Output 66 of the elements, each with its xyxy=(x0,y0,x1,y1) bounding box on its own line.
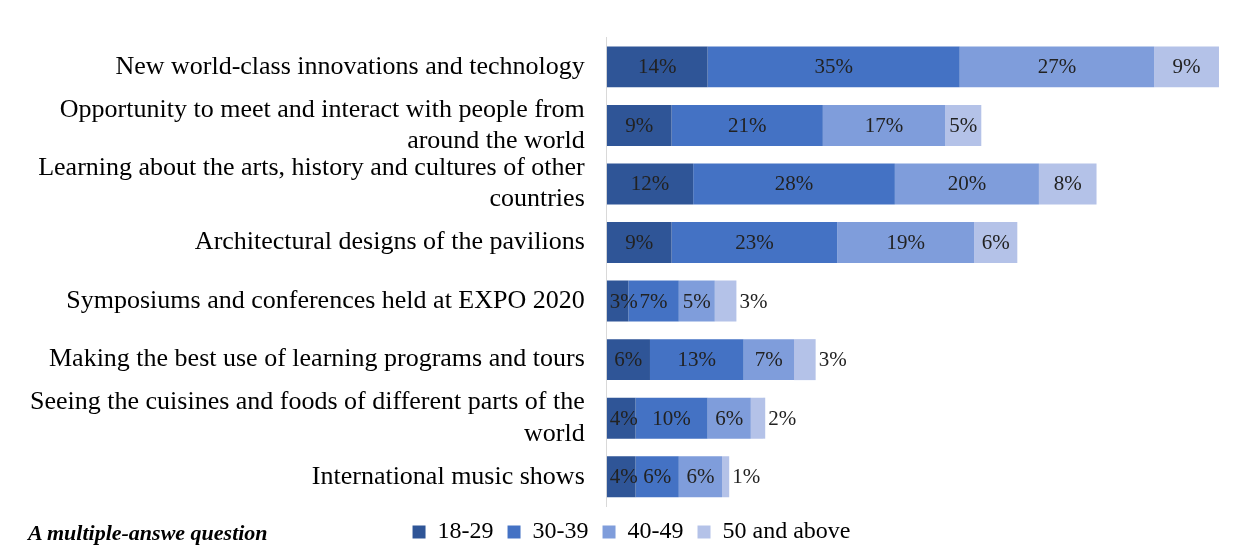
bar xyxy=(743,339,795,381)
y-tick-label: Symposiums and conferences held at EXPO 2020 xyxy=(66,284,585,314)
data-label: 6% xyxy=(686,464,715,489)
data-label: 35% xyxy=(814,54,853,79)
data-label: 6% xyxy=(715,405,744,430)
y-tick-label: Opportunity to meet and interact with people from around the world xyxy=(59,93,585,154)
data-label: 5% xyxy=(682,288,711,313)
legend-label: 18-29 xyxy=(437,517,494,544)
data-label: 1% xyxy=(732,464,761,489)
data-label: 5% xyxy=(949,112,978,137)
legend-label: 50 and above xyxy=(722,517,851,544)
data-label: 9% xyxy=(625,230,654,255)
bar xyxy=(837,222,975,264)
data-label: 6% xyxy=(614,347,643,372)
bar xyxy=(606,222,672,264)
y-tick-label: Architectural designs of the pavilions xyxy=(194,226,585,256)
data-label: 14% xyxy=(637,54,677,79)
legend-label: 30-39 xyxy=(532,517,589,544)
bar xyxy=(794,339,816,381)
data-label: 28% xyxy=(774,171,814,196)
bar xyxy=(1038,163,1097,205)
bar xyxy=(750,397,766,439)
bar xyxy=(606,46,708,88)
data-label: 3% xyxy=(818,347,847,372)
data-label: 6% xyxy=(643,464,672,489)
bar xyxy=(959,46,1155,88)
data-label: 9% xyxy=(625,112,654,137)
data-label: 9% xyxy=(1172,54,1201,79)
bar xyxy=(635,397,708,439)
bar xyxy=(693,163,895,205)
data-label: 27% xyxy=(1037,54,1077,79)
bar xyxy=(606,104,672,146)
text: A multiple-answe question xyxy=(28,520,268,546)
data-label: 10% xyxy=(652,405,691,430)
bar xyxy=(649,339,744,381)
bar xyxy=(722,456,730,498)
y-tick-label: Seeing the cuisines and foods of different parts of the world xyxy=(29,386,585,447)
y-tick-label: New world-class innovations and technology xyxy=(115,50,585,80)
y-tick-label: Learning about the arts, history and cultures of other countries xyxy=(38,152,586,213)
bar xyxy=(671,104,823,146)
data-label: 3% xyxy=(609,288,638,313)
data-label: 7% xyxy=(754,347,783,372)
bar xyxy=(894,163,1039,205)
bar xyxy=(822,104,946,146)
data-label: 19% xyxy=(886,230,925,255)
data-label: 2% xyxy=(768,405,797,430)
data-label: 20% xyxy=(947,171,987,196)
y-tick-label: International music shows xyxy=(311,460,585,490)
data-label: 4% xyxy=(609,464,638,489)
data-label: 17% xyxy=(864,112,904,137)
data-label: 4% xyxy=(609,405,638,430)
bar xyxy=(1154,46,1219,88)
bar xyxy=(707,46,960,88)
data-label: 23% xyxy=(735,230,774,255)
data-label: 12% xyxy=(630,171,670,196)
legend-label: 40-49 xyxy=(627,517,684,544)
bar xyxy=(606,163,694,205)
bar xyxy=(671,222,838,264)
data-label: 3% xyxy=(739,288,768,313)
data-label: 8% xyxy=(1053,171,1082,196)
data-label: 6% xyxy=(981,230,1010,255)
data-label: 21% xyxy=(727,112,767,137)
data-label: 7% xyxy=(639,288,668,313)
y-tick-label: Making the best use of learning programs and tours xyxy=(48,343,585,373)
bar xyxy=(714,280,737,322)
data-label: 13% xyxy=(677,347,717,372)
